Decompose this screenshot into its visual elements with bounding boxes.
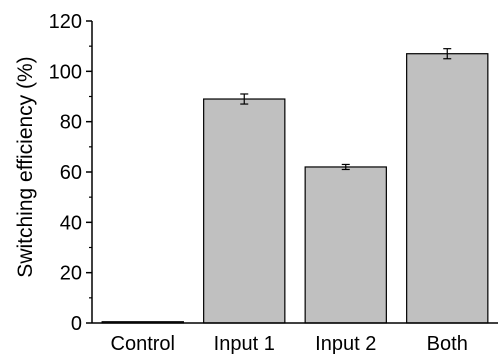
bar-both — [406, 53, 489, 324]
y-tick-label: 80 — [60, 112, 82, 134]
x-tick-label: Input 1 — [214, 333, 275, 354]
y-tick-label: 0 — [71, 313, 82, 335]
x-axis-labels: Control Input 1 Input 2 Both — [111, 333, 468, 354]
bar-input-2 — [304, 166, 387, 324]
y-axis-title: Switching efficiency (%) — [14, 56, 37, 277]
error-bar — [341, 163, 350, 171]
x-tick-label: Input 2 — [315, 333, 376, 354]
y-tick-label: 120 — [49, 11, 82, 33]
y-tick-label: 60 — [60, 162, 82, 184]
y-tick-label: 100 — [49, 61, 82, 83]
bar-input-1 — [203, 98, 286, 324]
error-bar — [240, 93, 249, 105]
error-bars — [240, 48, 452, 171]
x-tick-label: Both — [427, 333, 468, 354]
x-tick-label: Control — [111, 333, 175, 354]
bars — [101, 53, 489, 324]
y-axis-ticks: 0 20 40 60 80 100 120 — [49, 11, 92, 335]
y-tick-label: 40 — [60, 212, 82, 234]
error-bar — [443, 48, 452, 60]
y-tick-label: 20 — [60, 263, 82, 285]
